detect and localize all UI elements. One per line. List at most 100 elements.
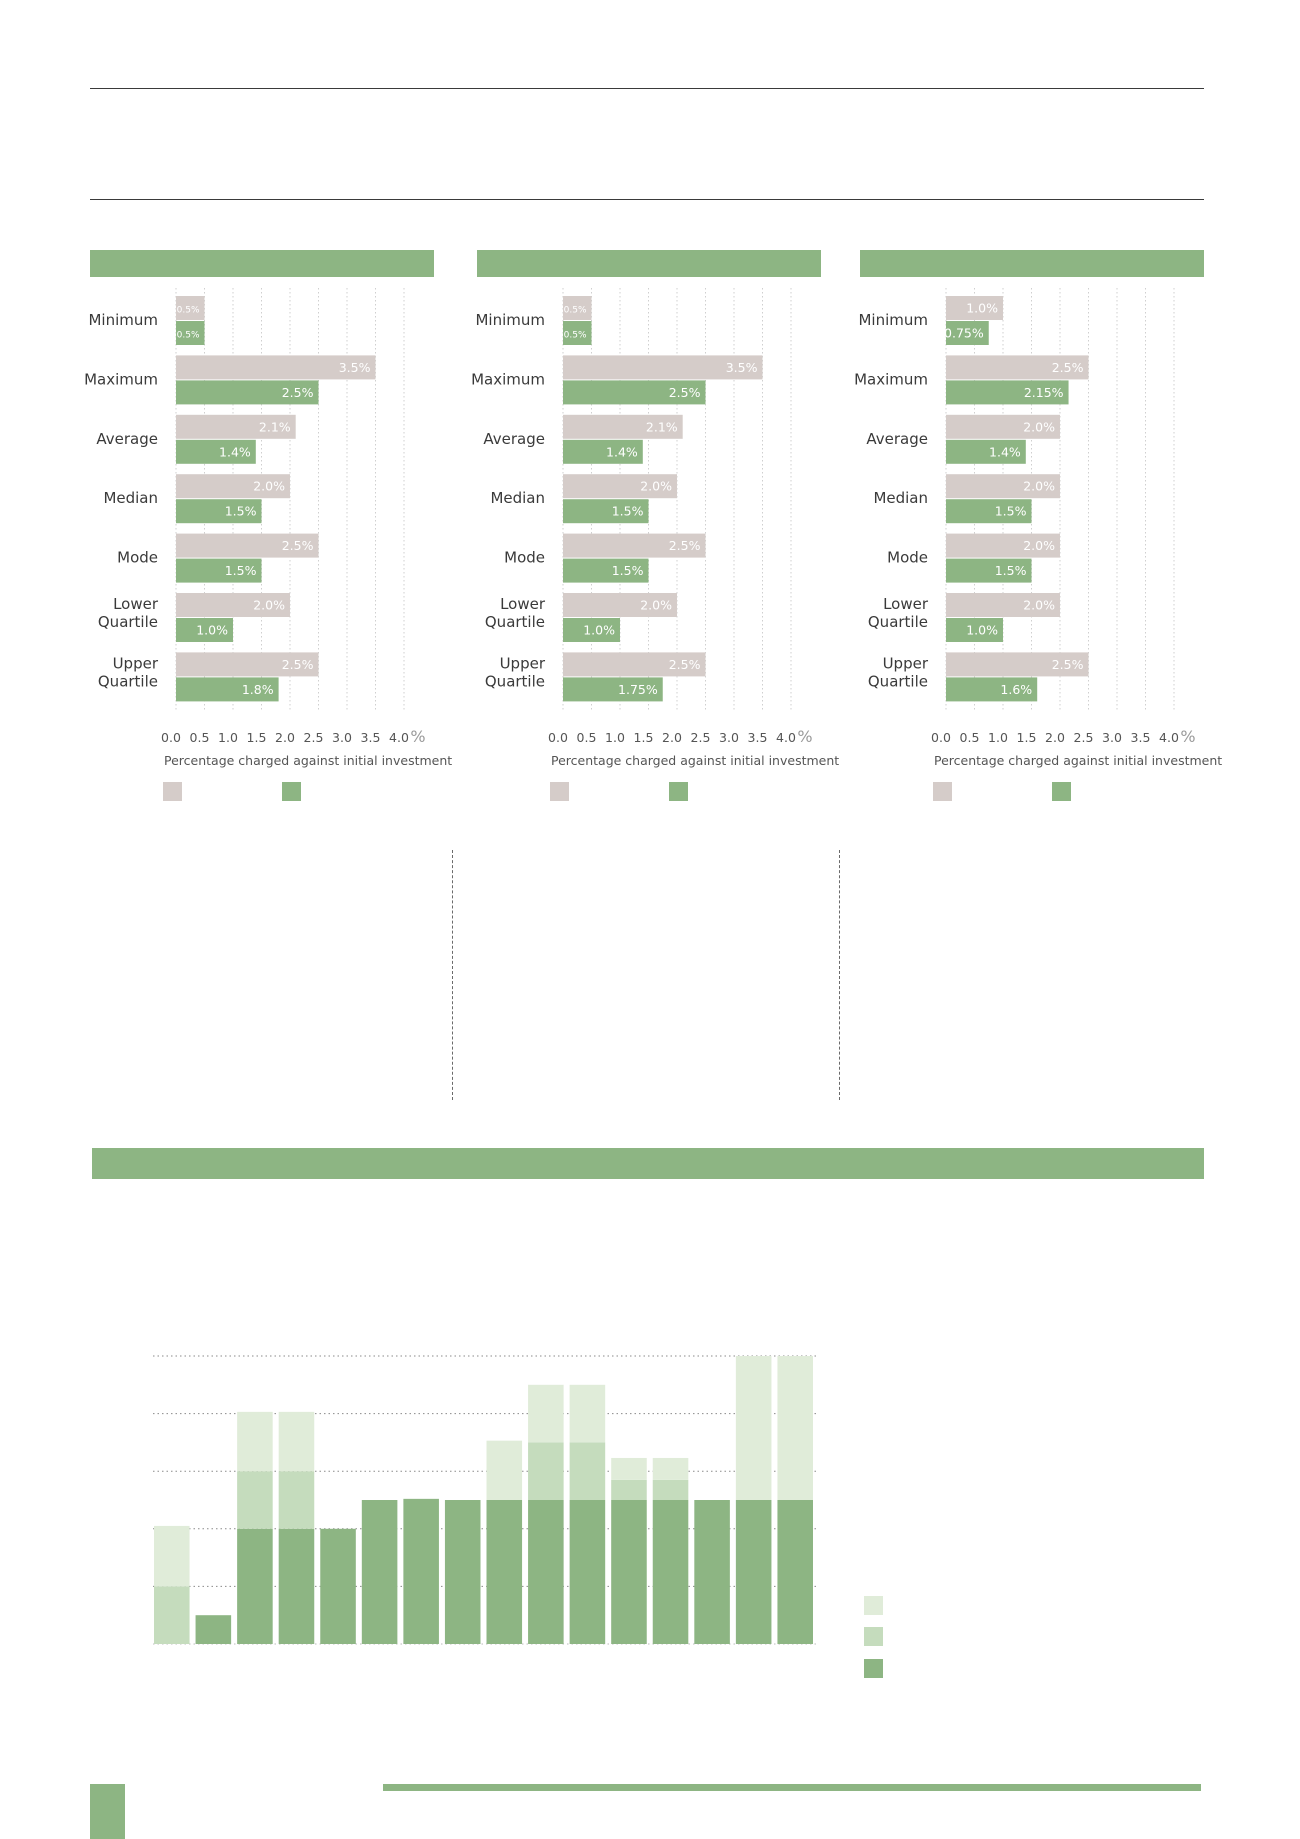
legend-swatch-green (864, 1659, 883, 1678)
bar-value-label: 1.5% (612, 504, 644, 519)
gray-bar (176, 533, 319, 558)
top-rule (90, 88, 1204, 89)
green-bar (946, 321, 989, 345)
tick-label: 0.5 (190, 730, 210, 745)
row-label: Quartile (485, 672, 545, 690)
bar-value-label: 2.5% (669, 657, 701, 672)
legend-swatch-gray (933, 782, 952, 801)
x-axis-label: Percentage charged against initial inves… (164, 753, 452, 768)
bar-value-label: 1.5% (612, 563, 644, 578)
gray-bar (563, 533, 706, 558)
column-segment-green (486, 1500, 523, 1644)
column-segment-light-green (735, 1356, 772, 1500)
tick-label: 1.0 (605, 730, 625, 745)
column-segment-mid-green (569, 1442, 606, 1500)
tick-label: 2.0 (662, 730, 682, 745)
bar-value-label: 1.75% (618, 682, 658, 697)
gray-bar (176, 414, 296, 439)
column-segment-green (237, 1528, 273, 1644)
bar-value-label: 2.5% (282, 538, 314, 553)
gray-bar (176, 474, 290, 499)
bar-value-label: 0.75% (944, 326, 984, 341)
bar-value-label: 2.5% (1052, 360, 1084, 375)
row-label: Mode (887, 549, 928, 567)
row-label: Minimum (88, 311, 158, 329)
tick-label: 0.0 (548, 730, 568, 745)
bar-value-label: 1.6% (1000, 682, 1032, 697)
row-label: Quartile (868, 613, 928, 631)
tick-label: 2.5 (304, 730, 324, 745)
gray-bar (176, 296, 205, 320)
column-segment-mid-green (528, 1442, 564, 1500)
bar-value-label: 2.1% (646, 419, 678, 434)
tick-label: 2.0 (275, 730, 295, 745)
tick-label: 2.5 (691, 730, 711, 745)
column-divider-2 (839, 850, 840, 1100)
bar-value-label: 2.0% (1023, 598, 1055, 613)
column-segment-light-green (611, 1457, 647, 1480)
gray-bar (563, 593, 677, 617)
green-bar (176, 618, 233, 642)
row-label: Maximum (471, 370, 545, 388)
column-segment-light-green (237, 1411, 273, 1472)
bar-value-label: 2.0% (1023, 479, 1055, 494)
column-segment-green (195, 1615, 232, 1644)
column-segment-light-green (777, 1356, 813, 1500)
gray-bar (176, 593, 290, 617)
row-label: Average (96, 430, 158, 448)
row-label: Minimum (858, 311, 928, 329)
column-segment-light-green (486, 1440, 523, 1500)
gray-bar (946, 593, 1060, 617)
tick-label: 3.0 (332, 730, 352, 745)
column-segment-green (652, 1500, 689, 1644)
bar-value-label: 2.15% (1024, 385, 1064, 400)
bar-value-label: 1.8% (242, 682, 274, 697)
row-label: Quartile (98, 672, 158, 690)
bar-value-label: 1.0% (966, 623, 998, 638)
row-label: Quartile (868, 672, 928, 690)
column-segment-light-green (528, 1384, 564, 1443)
row-label: Upper (883, 654, 929, 672)
bar-value-label: 0.5% (177, 331, 200, 341)
row-label: Mode (504, 549, 545, 567)
bar-chart-3-svg: 1.0%0.75%Minimum2.5%2.15%Maximum2.0%1.4%… (854, 288, 1222, 801)
green-bar (946, 380, 1069, 405)
bar-value-label: 2.0% (640, 479, 672, 494)
row-label: Upper (500, 654, 546, 672)
legend-swatch-mid-green (864, 1627, 883, 1646)
bar-value-label: 1.5% (995, 563, 1027, 578)
row-label: Lower (113, 595, 159, 613)
column-segment-green (528, 1500, 564, 1644)
section-header-bar (92, 1148, 1204, 1179)
legend-swatch-gray (163, 782, 182, 801)
bar-value-label: 2.5% (1052, 657, 1084, 672)
column-segment-green (611, 1500, 647, 1644)
column-segment-light-green (569, 1384, 606, 1443)
gray-bar (946, 355, 1089, 380)
column-divider-1 (452, 850, 453, 1100)
bar-chart-panel-1: 0.5% 0.5% Minimum 3.5% 2.5% Maximum 2.1% 1.4% Av… (84, 248, 452, 808)
column-segment-green (777, 1500, 813, 1644)
tick-label: 1.5 (1017, 730, 1037, 745)
bar-value-label: 2.0% (253, 598, 285, 613)
bar-value-label: 3.5% (726, 360, 758, 375)
tick-label: 3.0 (1102, 730, 1122, 745)
column-segment-green (361, 1500, 398, 1644)
gray-bar (946, 414, 1060, 439)
bar-value-label: 0.5% (177, 306, 200, 316)
gray-bar (946, 533, 1060, 558)
bar-value-label: 0.5% (564, 306, 587, 316)
green-bar (563, 321, 592, 345)
tick-label: 3.5 (1131, 730, 1151, 745)
tick-label: 3.5 (361, 730, 381, 745)
legend-swatch-light-green (864, 1596, 883, 1615)
tick-label: 1.0 (988, 730, 1008, 745)
row-label: Lower (883, 595, 929, 613)
column-segment-mid-green (237, 1471, 273, 1529)
green-bar (176, 499, 262, 524)
column-segment-green (444, 1500, 481, 1644)
green-bar (946, 439, 1026, 464)
gray-bar (946, 474, 1060, 499)
gray-bar (176, 652, 319, 677)
column-segment-light-green (278, 1411, 315, 1472)
